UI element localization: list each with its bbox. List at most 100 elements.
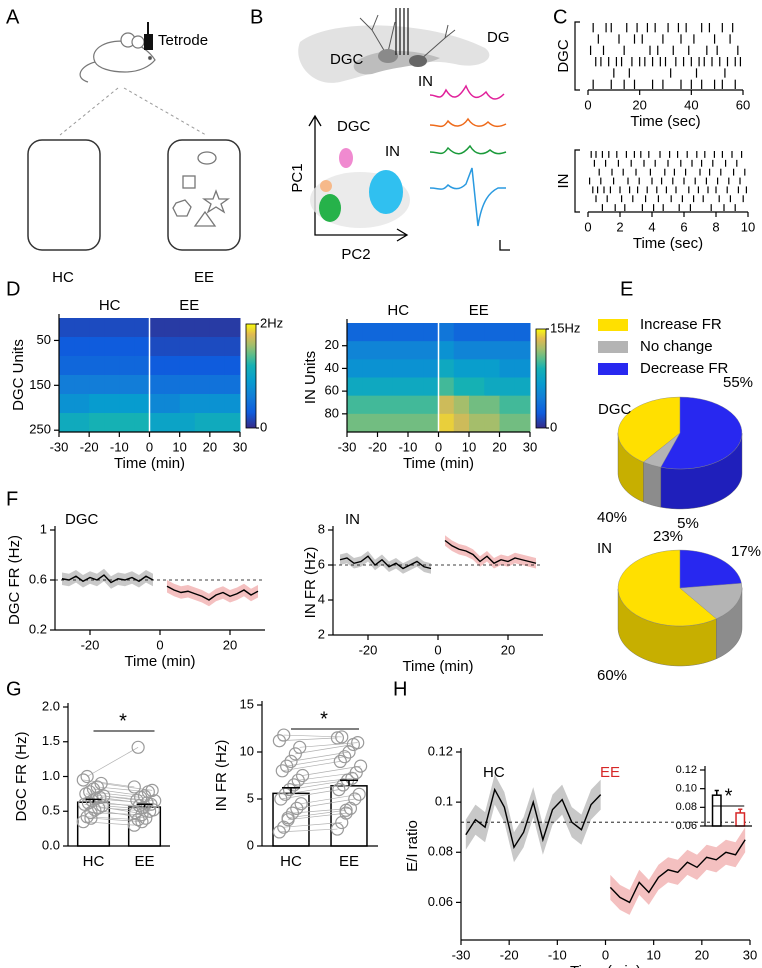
pie-side bbox=[660, 433, 743, 510]
heat-cell bbox=[484, 323, 500, 342]
heat-cell bbox=[469, 341, 485, 360]
condition-label: EE bbox=[194, 269, 214, 286]
heat-cell bbox=[74, 413, 90, 433]
legend-swatch bbox=[598, 341, 628, 353]
y-axis-label: DGC FR (Hz) bbox=[6, 535, 23, 625]
heat-cell bbox=[423, 359, 439, 378]
heat-cell bbox=[119, 337, 135, 357]
x-tick-label: 10 bbox=[462, 439, 476, 454]
heat-cell bbox=[408, 323, 424, 342]
x-tick-label: 30 bbox=[743, 947, 757, 962]
x-tick-label: -10 bbox=[399, 439, 418, 454]
heat-cell bbox=[347, 413, 363, 433]
pie-slice bbox=[660, 396, 743, 470]
y-tick-label: 0.2 bbox=[29, 621, 47, 636]
x-tick-label: 0 bbox=[435, 439, 442, 454]
x-axis-label: Time (min) bbox=[403, 455, 474, 472]
waveforms bbox=[429, 84, 507, 227]
annotation: DGC bbox=[65, 511, 99, 528]
heat-cell bbox=[499, 413, 516, 433]
row-bracket bbox=[574, 149, 580, 213]
data-point bbox=[128, 806, 143, 820]
significance: * bbox=[320, 708, 328, 730]
x-tick-label: 30 bbox=[523, 439, 537, 454]
heat-cell bbox=[347, 341, 363, 360]
heat-cell bbox=[149, 394, 166, 414]
x-tick-label: 6 bbox=[680, 219, 687, 234]
legend-label: No change bbox=[640, 338, 713, 355]
pair-line bbox=[302, 765, 361, 776]
x-tick-label: -30 bbox=[338, 439, 357, 454]
heat-cell bbox=[194, 375, 211, 395]
x-tick-label: HC bbox=[83, 853, 105, 870]
heat-cell bbox=[209, 337, 226, 357]
y-tick-label: 5 bbox=[247, 790, 254, 805]
heat-cell bbox=[164, 337, 181, 357]
heat-cell bbox=[514, 395, 531, 415]
value-label: 40% bbox=[597, 509, 627, 526]
y-tick-label: 2 bbox=[318, 626, 325, 641]
data-point bbox=[135, 808, 149, 822]
heat-cell bbox=[104, 318, 120, 338]
heat-cell bbox=[484, 413, 500, 433]
x-tick-label: 0 bbox=[146, 439, 153, 454]
annotation: EE bbox=[600, 764, 620, 781]
pair-line bbox=[283, 822, 342, 828]
y-axis-label: DGC FR (Hz) bbox=[13, 732, 30, 822]
x-axis-label: Time (min) bbox=[114, 455, 185, 472]
data-point bbox=[288, 747, 302, 761]
heat-cell bbox=[149, 413, 166, 433]
heat-cell bbox=[347, 323, 363, 342]
data-point bbox=[349, 766, 363, 780]
value-label: 60% bbox=[597, 667, 627, 684]
x-tick-label: 20 bbox=[223, 637, 237, 652]
y-tick-label: 50 bbox=[37, 332, 51, 347]
heat-cell bbox=[514, 377, 531, 397]
cage bbox=[167, 139, 241, 251]
heat-cell bbox=[499, 377, 516, 397]
heat-cell bbox=[179, 318, 196, 338]
cluster bbox=[369, 170, 403, 214]
x-tick-label: 0 bbox=[434, 642, 441, 657]
heat-cell bbox=[453, 323, 470, 342]
mouse-diagram bbox=[79, 32, 156, 83]
shape bbox=[79, 61, 96, 83]
heat-cell bbox=[408, 395, 424, 415]
x-tick-label: -20 bbox=[80, 439, 99, 454]
panel-label: B bbox=[250, 6, 263, 28]
column-label: HC bbox=[99, 297, 121, 314]
heat-cell bbox=[377, 359, 394, 378]
cluster bbox=[339, 148, 353, 168]
heat-cell bbox=[392, 413, 409, 433]
y-tick-label: 0 bbox=[247, 837, 254, 852]
significance: * bbox=[119, 710, 127, 732]
y-tick-label: 6 bbox=[318, 556, 325, 571]
data-point bbox=[145, 783, 159, 798]
y-axis-label: IN Units bbox=[302, 351, 319, 404]
x-tick-label: EE bbox=[339, 853, 359, 870]
y-tick-label: 60 bbox=[325, 383, 339, 398]
heat-cell bbox=[377, 341, 394, 360]
heat-cell bbox=[392, 395, 409, 415]
heat-cell bbox=[377, 395, 394, 415]
data-point bbox=[354, 759, 368, 773]
x-tick-label: 60 bbox=[736, 97, 750, 112]
heat-cell bbox=[164, 356, 181, 376]
legend-swatch bbox=[598, 319, 628, 331]
heat-cell bbox=[362, 413, 378, 433]
y-tick-label: 150 bbox=[29, 377, 51, 392]
x-axis-label: Time (sec) bbox=[633, 235, 703, 252]
heat-cell bbox=[59, 318, 75, 338]
y-tick-label: 0.1 bbox=[435, 794, 453, 809]
y-tick-label: 2.0 bbox=[42, 698, 60, 713]
y-tick-label: 4 bbox=[318, 591, 325, 606]
data-point bbox=[296, 768, 310, 783]
heat-cell bbox=[484, 359, 500, 378]
data-point bbox=[97, 789, 111, 803]
heat-cell bbox=[74, 375, 90, 395]
pair-line bbox=[295, 744, 354, 755]
data-point bbox=[90, 780, 104, 794]
axis-label: PC2 bbox=[341, 246, 370, 263]
y-axis-label: E/I ratio bbox=[404, 820, 421, 872]
shape bbox=[429, 167, 506, 227]
